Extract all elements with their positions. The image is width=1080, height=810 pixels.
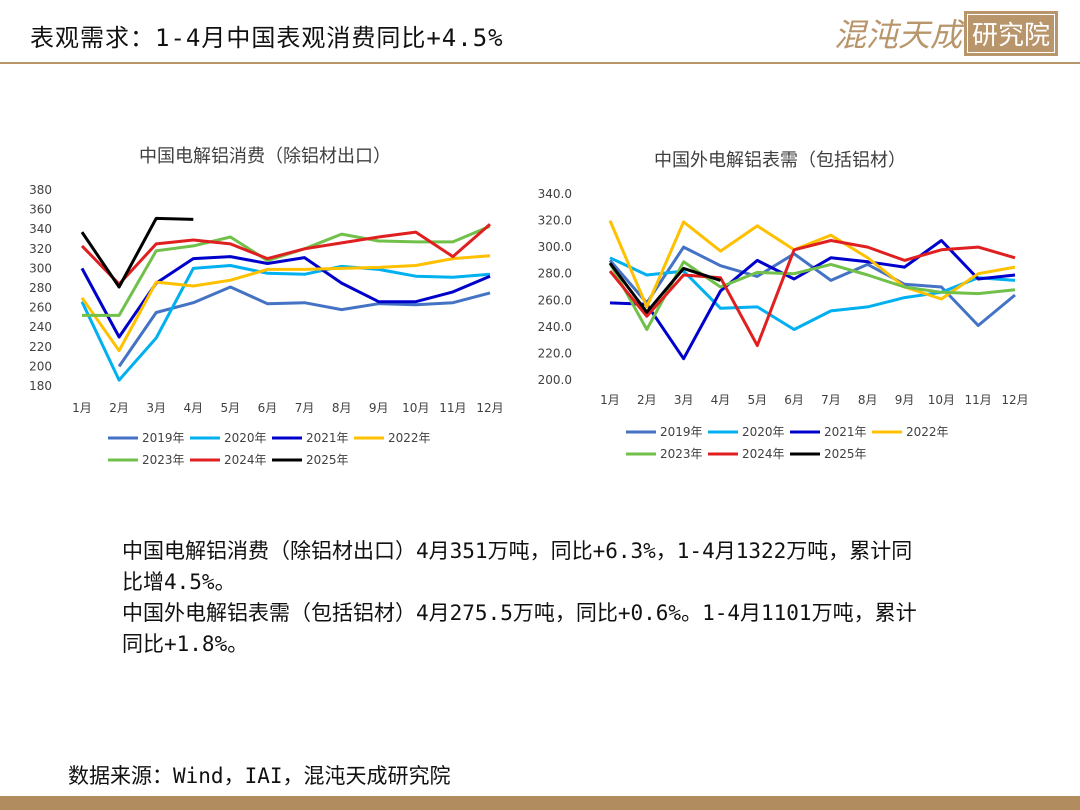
x-tick-label: 5月 <box>747 393 767 407</box>
x-tick-label: 6月 <box>258 401 278 415</box>
y-tick-label: 220.0 <box>538 346 572 360</box>
legend-label: 2024年 <box>742 447 785 461</box>
y-tick-label: 220 <box>29 340 52 354</box>
x-tick-label: 8月 <box>332 401 352 415</box>
data-source: 数据来源：Wind，IAI，混沌天成研究院 <box>68 764 451 788</box>
x-tick-label: 11月 <box>439 401 466 415</box>
page-title: 表观需求：1-4月中国表观消费同比+4.5% <box>30 24 504 52</box>
x-tick-label: 1月 <box>600 393 620 407</box>
x-tick-label: 3月 <box>674 393 694 407</box>
series-line-2019年 <box>117 285 491 368</box>
legend-label: 2023年 <box>660 447 703 461</box>
legend-label: 2020年 <box>742 425 785 439</box>
x-tick-label: 1月 <box>72 401 92 415</box>
legend-label: 2025年 <box>824 447 867 461</box>
x-tick-label: 3月 <box>146 401 166 415</box>
y-tick-label: 320.0 <box>538 214 572 228</box>
x-tick-label: 12月 <box>1001 393 1028 407</box>
summary-paragraph-2: 中国外电解铝表需（包括铝材）4月275.5万吨，同比+0.6%。1-4月1101… <box>122 601 917 656</box>
x-tick-label: 12月 <box>476 401 503 415</box>
chart-overseas-demand-svg: 中国外电解铝表需（包括铝材） 200.0 220.0 240.0 260.0 280.0 3… <box>538 150 1029 461</box>
x-tick-label: 11月 <box>965 393 992 407</box>
chart-china-consumption-svg: 中国电解铝消费（除铝材出口） 180 200 220 240 260 280 300 320 34… <box>29 146 504 467</box>
series-line-2022年 <box>80 254 491 353</box>
y-tick-label: 180 <box>29 379 52 393</box>
x-tick-label: 7月 <box>821 393 841 407</box>
series-line-2022年 <box>608 220 1016 309</box>
summary-text: 中国电解铝消费（除铝材出口）4月351万吨，同比+6.3%，1-4月1322万吨… <box>122 536 922 660</box>
legend-label: 2019年 <box>142 431 185 445</box>
y-tick-label: 200 <box>29 359 52 373</box>
x-tick-label: 9月 <box>895 393 915 407</box>
y-tick-label: 340.0 <box>538 187 572 201</box>
y-tick-label: 280.0 <box>538 267 572 281</box>
y-tick-label: 260.0 <box>538 293 572 307</box>
legend-label: 2021年 <box>824 425 867 439</box>
y-tick-label: 240.0 <box>538 320 572 334</box>
legend-label: 2022年 <box>388 431 431 445</box>
bottom-bar <box>0 796 1080 810</box>
x-tick-label: 4月 <box>183 401 203 415</box>
y-tick-label: 380 <box>29 183 52 197</box>
y-tick-label: 300 <box>29 261 52 275</box>
chart-overseas-demand: 中国外电解铝表需（包括铝材） 200.0 220.0 240.0 260.0 280.0 3… <box>520 138 1060 478</box>
x-tick-label: 2月 <box>109 401 129 415</box>
legend-label: 2025年 <box>306 453 349 467</box>
series-line-2023年 <box>608 260 1016 331</box>
y-tick-label: 360 <box>29 203 52 217</box>
y-tick-label: 300.0 <box>538 240 572 254</box>
chart-title: 中国电解铝消费（除铝材出口） <box>139 146 391 167</box>
chart-title: 中国外电解铝表需（包括铝材） <box>654 150 906 171</box>
logo-badge: 研究院 <box>963 10 1058 56</box>
y-tick-label: 340 <box>29 222 52 236</box>
legend-label: 2020年 <box>224 431 267 445</box>
series-line-2020年 <box>80 264 491 382</box>
x-tick-label: 6月 <box>784 393 804 407</box>
x-tick-label: 2月 <box>637 393 657 407</box>
y-tick-label: 280 <box>29 281 52 295</box>
summary-paragraph-1: 中国电解铝消费（除铝材出口）4月351万吨，同比+6.3%，1-4月1322万吨… <box>122 539 913 594</box>
x-tick-label: 10月 <box>402 401 429 415</box>
x-tick-label: 7月 <box>295 401 315 415</box>
chart-china-consumption: 中国电解铝消费（除铝材出口） 180 200 220 240 260 280 300 320 34… <box>0 130 530 480</box>
x-tick-label: 9月 <box>369 401 389 415</box>
legend-label: 2023年 <box>142 453 185 467</box>
series-line-2024年 <box>608 239 1016 347</box>
legend-label: 2024年 <box>224 453 267 467</box>
logo-wordmark: 混沌天成 <box>833 16 962 54</box>
x-tick-label: 10月 <box>928 393 955 407</box>
series-line-2025年 <box>80 216 194 289</box>
y-tick-label: 200.0 <box>538 373 572 387</box>
y-tick-label: 240 <box>29 320 52 334</box>
title-divider <box>0 62 1080 64</box>
x-tick-label: 5月 <box>221 401 241 415</box>
x-tick-label: 4月 <box>711 393 731 407</box>
legend-label: 2021年 <box>306 431 349 445</box>
series-line-2025年 <box>608 262 721 314</box>
y-tick-label: 320 <box>29 242 52 256</box>
legend-label: 2022年 <box>906 425 949 439</box>
series-line-2024年 <box>80 223 491 286</box>
brand-logo: 混沌天成 研究院 <box>834 10 1058 56</box>
y-tick-label: 260 <box>29 301 52 315</box>
x-tick-label: 8月 <box>858 393 878 407</box>
legend-label: 2019年 <box>660 425 703 439</box>
